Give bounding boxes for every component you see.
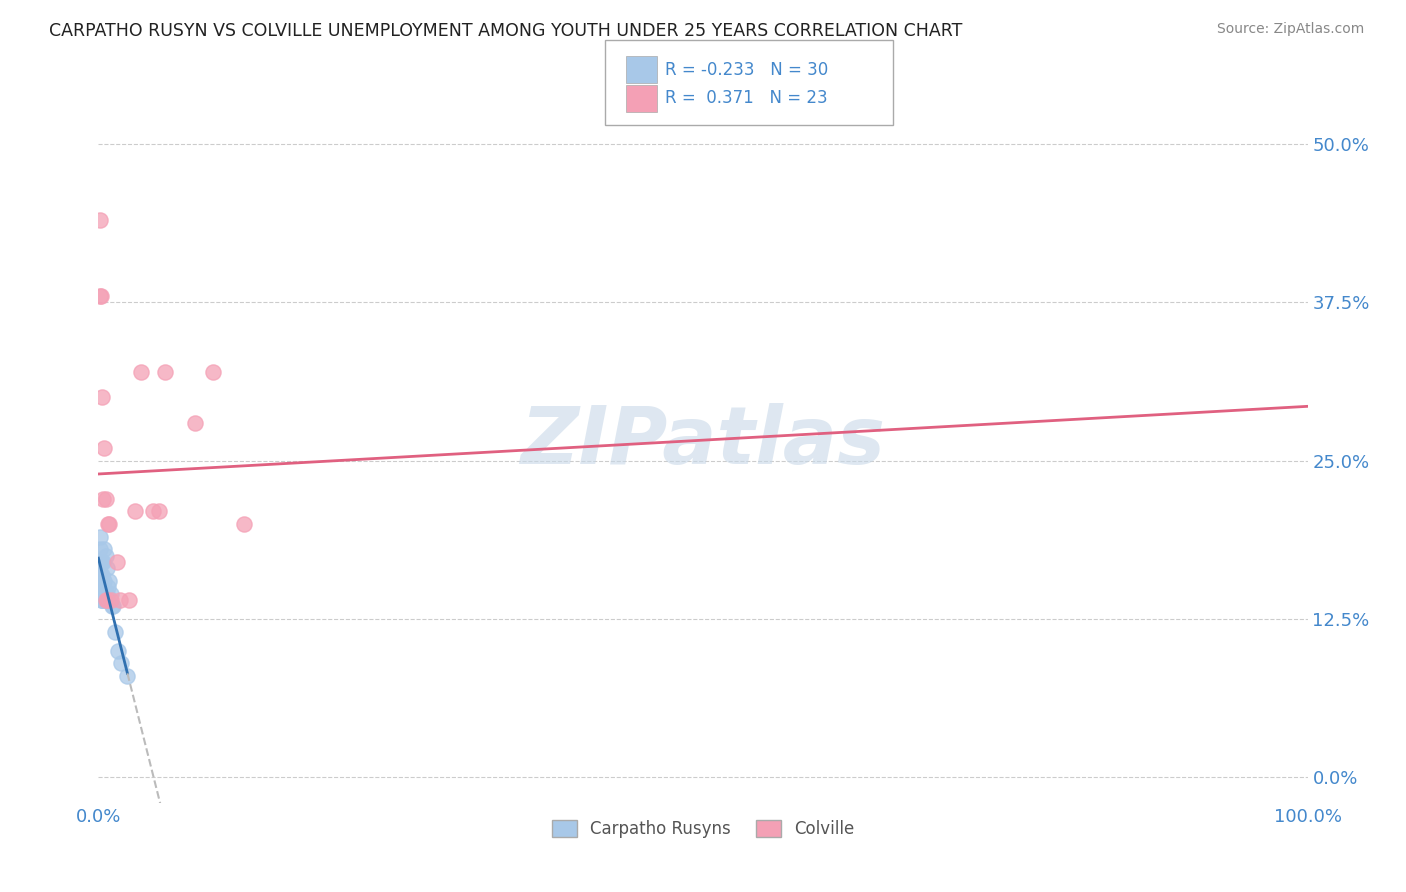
Point	[124, 504, 146, 518]
Point	[91, 580, 114, 594]
Text: CARPATHO RUSYN VS COLVILLE UNEMPLOYMENT AMONG YOUTH UNDER 25 YEARS CORRELATION C: CARPATHO RUSYN VS COLVILLE UNEMPLOYMENT …	[49, 22, 963, 40]
Point	[89, 567, 111, 582]
Point	[202, 365, 225, 379]
Point	[89, 530, 111, 544]
Point	[94, 587, 117, 601]
Point	[90, 580, 112, 594]
Point	[91, 567, 114, 582]
Point	[91, 390, 114, 404]
Point	[142, 504, 165, 518]
Point	[90, 567, 112, 582]
Point	[97, 580, 120, 594]
Point	[98, 574, 121, 588]
Text: Source: ZipAtlas.com: Source: ZipAtlas.com	[1216, 22, 1364, 37]
Point	[91, 555, 114, 569]
Point	[96, 593, 118, 607]
Point	[108, 593, 131, 607]
Text: ZIPatlas: ZIPatlas	[520, 402, 886, 481]
Point	[148, 504, 170, 518]
Point	[117, 669, 139, 683]
Point	[101, 599, 124, 614]
Point	[100, 593, 122, 607]
Point	[96, 587, 118, 601]
Point	[91, 593, 114, 607]
Point	[232, 516, 254, 531]
Point	[110, 657, 132, 671]
Point	[96, 561, 118, 575]
Point	[184, 416, 207, 430]
Point	[91, 580, 114, 594]
Point	[90, 593, 112, 607]
Point	[104, 624, 127, 639]
Point	[89, 212, 111, 227]
Point	[100, 587, 122, 601]
Point	[90, 289, 112, 303]
Point	[93, 542, 115, 557]
Point	[91, 593, 114, 607]
Point	[98, 516, 121, 531]
Text: R =  0.371   N = 23: R = 0.371 N = 23	[665, 89, 828, 107]
Point	[94, 549, 117, 563]
Point	[153, 365, 176, 379]
Point	[97, 516, 120, 531]
Text: R = -0.233   N = 30: R = -0.233 N = 30	[665, 61, 828, 78]
Point	[93, 593, 115, 607]
Point	[129, 365, 152, 379]
Point	[118, 593, 141, 607]
Point	[91, 491, 114, 506]
Point	[94, 491, 117, 506]
Point	[89, 289, 111, 303]
Point	[89, 555, 111, 569]
Point	[94, 593, 117, 607]
Point	[105, 555, 128, 569]
Legend: Carpatho Rusyns, Colville: Carpatho Rusyns, Colville	[546, 814, 860, 845]
Point	[93, 441, 115, 455]
Point	[100, 599, 122, 614]
Point	[91, 555, 114, 569]
Point	[89, 542, 111, 557]
Point	[93, 574, 115, 588]
Point	[107, 643, 129, 657]
